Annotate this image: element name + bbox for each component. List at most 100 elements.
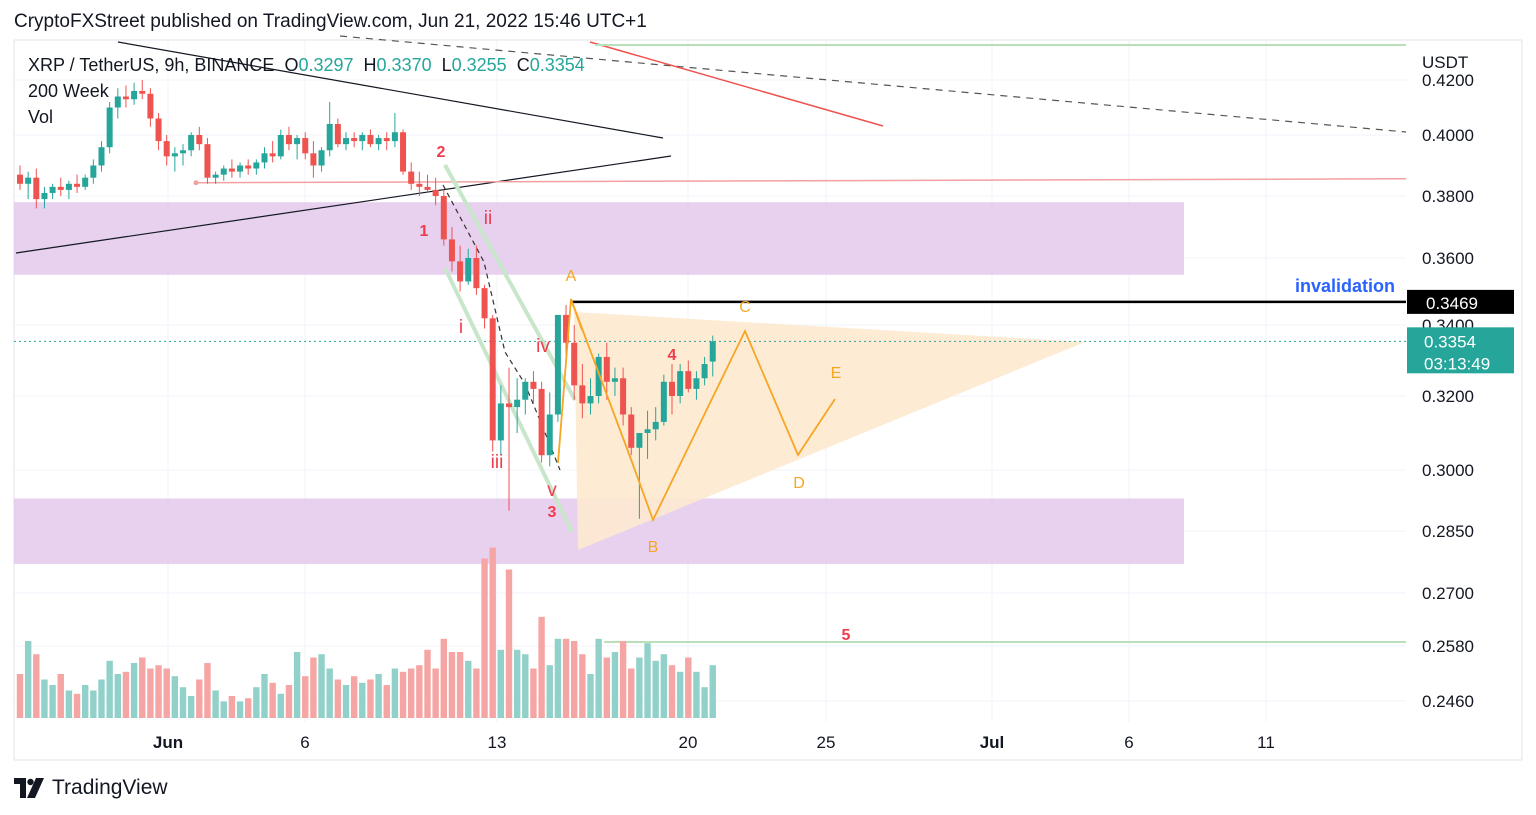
volume-bar (334, 679, 342, 718)
last-price-box (1407, 327, 1514, 374)
resistance-anchor (193, 180, 199, 186)
volume-bar (220, 701, 227, 718)
volume-bar (644, 643, 651, 718)
price-tick: 0.3200 (1422, 387, 1474, 406)
symbol-legend[interactable]: XRP / TetherUS, 9h, BINANCE O0.3297 H0.3… (28, 55, 585, 76)
volume-bar (147, 668, 154, 718)
volume-bar (122, 671, 130, 718)
currency-label: USDT (1422, 53, 1468, 72)
candle-body (522, 381, 529, 400)
volume-bar (660, 654, 668, 718)
volume-bar (179, 687, 187, 718)
high-label: H (363, 55, 377, 75)
volume-bar (41, 679, 48, 718)
candle-body (82, 177, 89, 187)
candle-body (57, 186, 64, 190)
candle-body (400, 132, 407, 172)
subwave-label-iv: iv (536, 336, 550, 357)
volume-bar (399, 671, 407, 718)
candle-body (98, 147, 105, 166)
volume-bar (326, 668, 333, 718)
candle-body (628, 414, 635, 448)
volume-bar (196, 679, 203, 718)
candle-body (563, 314, 570, 343)
candle-body (65, 183, 72, 190)
candle-body (139, 91, 146, 94)
subwave-label-iii: iii (491, 452, 504, 473)
date-tick: Jun (153, 733, 183, 752)
candle-body (318, 150, 325, 166)
volume-bar (375, 674, 382, 718)
volume-bar (554, 638, 562, 718)
candle-body (17, 174, 23, 184)
volume-bar (293, 652, 301, 718)
candle-body (188, 135, 195, 151)
candle-body (269, 153, 276, 157)
candle-body (391, 132, 398, 142)
red-trendline (589, 41, 884, 127)
volume-bar (579, 654, 586, 718)
candlesticks (17, 80, 716, 519)
price-tick: 0.2700 (1422, 584, 1474, 603)
subwave-label-i: i (459, 317, 463, 338)
volume-bar (318, 654, 325, 718)
wave-paths (557, 298, 836, 523)
candle-body (277, 135, 284, 157)
volume-bar (432, 668, 439, 718)
volume-bar (440, 638, 447, 718)
candle-body (636, 433, 643, 448)
volume-bar (228, 696, 236, 718)
candle-body (530, 381, 537, 389)
candle-body (122, 96, 129, 100)
price-tick: 0.4000 (1422, 126, 1474, 145)
volume-bar (481, 558, 488, 718)
candle-body (261, 153, 268, 163)
triangle-label-D: D (793, 475, 805, 492)
close-value: 0.3354 (529, 55, 585, 75)
triangle-label-A: A (566, 268, 577, 285)
volume-bar (473, 668, 480, 718)
wave-label-2: 2 (437, 144, 446, 161)
candle-body (367, 135, 374, 145)
candle-body (33, 177, 40, 200)
low-value: 0.3255 (451, 55, 507, 75)
wave-label-3: 3 (548, 504, 557, 521)
candle-body (603, 356, 610, 382)
open-value: 0.3297 (298, 55, 354, 75)
volume-bars (16, 547, 716, 718)
volume-bar (685, 657, 692, 718)
low-label: L (441, 55, 452, 75)
volume-bar (65, 690, 73, 718)
candle-body (351, 138, 358, 142)
volume-bar (465, 660, 472, 718)
candle-body (302, 138, 309, 154)
volume-bar (652, 660, 659, 718)
price-tick: 0.2580 (1422, 637, 1474, 656)
volume-bar (416, 665, 423, 718)
volume-bar (424, 649, 431, 718)
volume-legend[interactable]: Vol (28, 107, 54, 127)
high-value: 0.3370 (376, 55, 432, 75)
candle-body (497, 403, 504, 441)
date-tick: 11 (1257, 733, 1275, 752)
price-tick: 0.4200 (1422, 71, 1474, 90)
last-price: 0.3354 (1424, 332, 1476, 351)
candle-body (701, 364, 708, 379)
candle-body (204, 144, 211, 178)
candle-body (171, 153, 178, 157)
candle-body (180, 150, 186, 154)
triangle-label-C: C (739, 299, 751, 316)
volume-bar (359, 682, 366, 718)
volume-bar (261, 674, 268, 718)
candle-body (448, 239, 455, 262)
candle-body (114, 96, 121, 108)
close-label: C (516, 55, 530, 75)
triangle-wave-path (570, 298, 836, 523)
indicator-legend[interactable]: 200 Week (28, 81, 109, 101)
candle-body (334, 124, 341, 145)
volume-bar (619, 641, 627, 718)
candle-body (285, 135, 292, 145)
candle-body (620, 378, 627, 415)
tradingview-footer[interactable]: TradingView (14, 776, 168, 800)
